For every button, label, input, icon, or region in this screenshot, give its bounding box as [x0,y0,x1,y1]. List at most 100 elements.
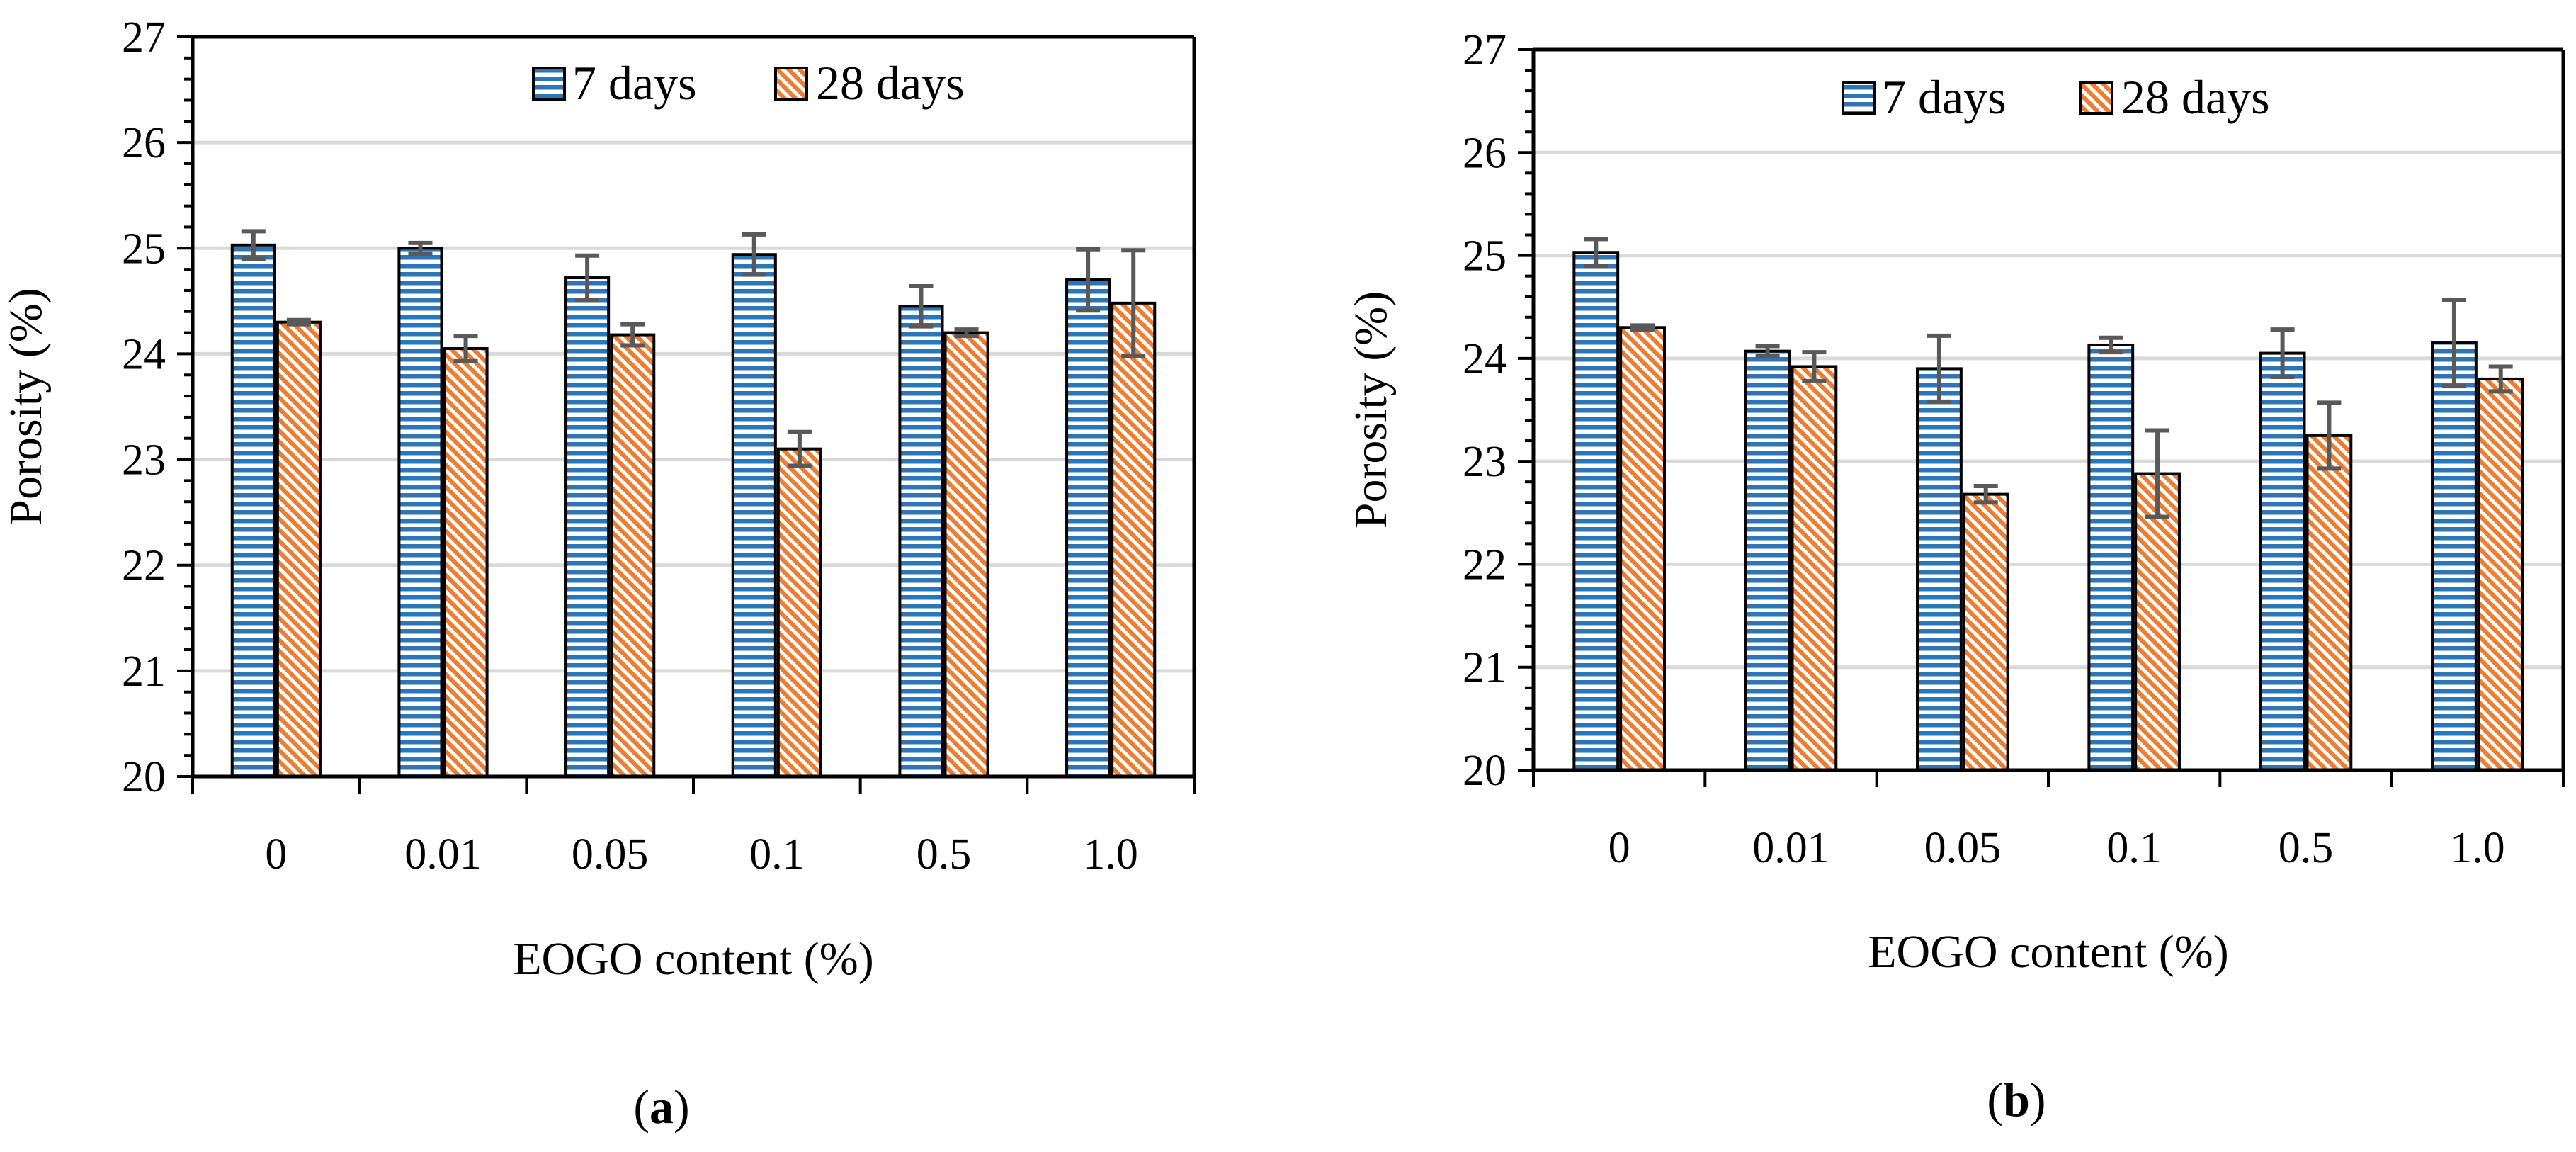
bar-28-days-0-05 [610,333,656,778]
bars [230,243,1157,779]
error-bar-28-days-0-05 [1973,484,1998,505]
x-tick-label: 0.05 [572,830,649,879]
bar-7-days-0-1 [731,253,777,778]
legend-swatch-28-days [2079,81,2113,115]
legend-label-7-days: 7 days [572,56,697,110]
y-axis-title: Porosity (%) [1345,291,1397,529]
y-tick-label: 25 [122,225,166,273]
bar-28-days-0-01 [443,346,489,778]
bar-28-days-0-5 [2305,434,2353,772]
error-bar-28-days-0-5 [954,327,979,339]
error-bars [1584,237,2513,519]
y-axis-title: Porosity (%) [0,288,52,525]
y-tick-labels: 20 21 22 23 24 25 26 27 [122,13,166,801]
gridlines [193,35,1194,673]
error-bar-28-days-0 [1630,323,1655,332]
legend: 7 days 28 days [1842,70,2270,124]
y-tick-labels: 20 21 22 23 24 25 26 27 [1463,26,1507,795]
error-bar-28-days-0-1 [787,429,812,468]
chart-panel-b: 20 21 22 23 24 25 26 27 0 0.01 0.05 0.1 0.5 1.0 7 da… [1345,26,2565,1126]
x-tick-label: 0 [265,830,287,879]
x-axis-title: EOGO content (%) [1868,926,2229,978]
bar-28-days-0 [276,320,322,778]
error-bar-7-days-0-1 [2099,335,2123,355]
y-tick-label: 20 [1463,747,1507,795]
error-bar-28-days-0-5 [2317,400,2342,471]
bar-28-days-1-0 [2477,377,2524,772]
error-bar-28-days-0-1 [2145,428,2170,519]
x-tick-label: 0.05 [1924,824,2002,872]
bar-7-days-0-01 [397,247,443,778]
error-bar-7-days-0-05 [575,253,600,303]
x-tick-label: 1.0 [2450,824,2505,872]
x-tick-label: 1.0 [1083,830,1138,879]
bar-7-days-0-05 [1916,367,1963,772]
y-tick-label: 26 [122,119,166,167]
error-bars [241,229,1146,468]
bar-7-days-0 [1572,251,1620,772]
bar-7-days-0-01 [1744,349,1791,772]
bar-7-days-0-05 [564,276,611,778]
legend: 7 days 28 days [532,56,965,110]
error-bar-28-days-0 [286,317,311,327]
x-tick-label: 0.5 [2279,824,2334,872]
y-tick-label: 26 [1463,129,1507,177]
bar-7-days-1-0 [1065,278,1111,778]
y-tick-label: 21 [1463,644,1507,692]
error-bar-28-days-1-0 [2488,364,2513,394]
bar-28-days-0-1 [776,447,822,779]
legend-label-7-days: 7 days [1882,70,2007,124]
legend-swatch-28-days [774,67,808,101]
bar-7-days-0-5 [898,305,944,779]
x-tick-label: 0.5 [917,830,972,879]
panel-label: (b) [1987,1073,2046,1126]
error-bar-7-days-1-0 [2441,298,2466,389]
x-tick-labels: 0 0.01 0.05 0.1 0.5 1.0 [265,830,1138,879]
legend-label-28-days: 28 days [2121,70,2270,124]
error-bar-28-days-0-01 [1802,350,1827,383]
gridlines [1533,47,2563,670]
y-tick-label: 22 [1463,541,1507,589]
bar-7-days-1-0 [2431,341,2478,772]
bar-28-days-0-05 [1962,492,2009,772]
y-tick-label: 21 [122,648,166,696]
y-tick-label: 22 [122,542,166,590]
error-bar-28-days-0-05 [620,322,645,348]
y-tick-label: 24 [122,330,166,378]
error-bar-28-days-0-01 [453,334,478,363]
axes [1518,47,2565,787]
x-tick-labels: 0 0.01 0.05 0.1 0.5 1.0 [1608,824,2505,872]
error-bar-7-days-0-01 [1755,344,1780,358]
y-tick-label: 20 [122,753,166,801]
x-tick-label: 0.1 [2106,824,2162,872]
bar-7-days-0 [230,243,276,779]
error-bar-7-days-0 [241,229,266,261]
x-tick-label: 0.01 [1752,824,1829,872]
legend-swatch-7-days [1842,81,1876,115]
x-axis-title: EOGO content (%) [513,933,874,985]
panel-label: (a) [633,1080,689,1134]
y-tick-label: 27 [1463,26,1507,74]
error-bar-7-days-0-05 [1927,333,1951,404]
y-tick-label: 24 [1463,335,1507,383]
legend-swatch-7-days [532,67,566,101]
legend-label-28-days: 28 days [816,56,965,110]
error-bar-7-days-0-5 [909,283,934,329]
error-bar-7-days-0 [1584,237,1608,269]
error-bar-28-days-1-0 [1121,248,1146,358]
error-bar-7-days-0-5 [2270,327,2295,380]
bars [1572,251,2524,772]
error-bar-7-days-0-1 [742,232,766,277]
x-tick-label: 0.01 [404,830,482,879]
y-tick-label: 23 [1463,438,1507,486]
panel-letter: a [649,1080,674,1134]
axes [177,35,1196,794]
x-tick-label: 0.1 [749,830,805,879]
panel-letter: b [2003,1073,2030,1126]
y-tick-label: 25 [1463,232,1507,281]
bar-28-days-0-1 [2134,472,2181,772]
bar-28-days-0-01 [1791,365,1838,772]
x-tick-label: 0 [1608,824,1630,872]
bar-28-days-0-5 [943,331,989,779]
